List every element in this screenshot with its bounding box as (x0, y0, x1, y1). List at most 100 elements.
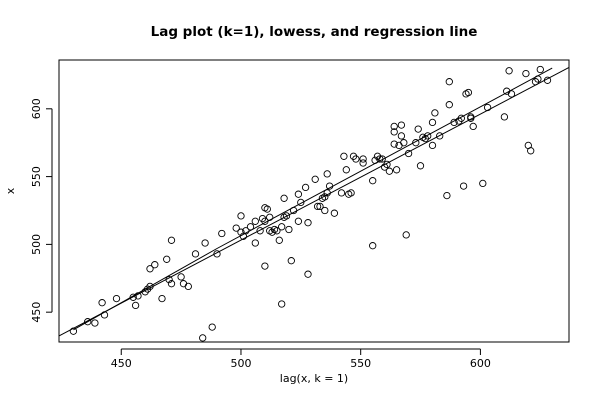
data-point (199, 334, 207, 342)
data-point (129, 293, 137, 301)
data-point (385, 167, 394, 175)
data-point (424, 132, 432, 140)
data-point (397, 121, 406, 129)
data-point (390, 122, 398, 131)
data-point (376, 155, 384, 163)
data-point (275, 236, 283, 244)
data-point (297, 198, 305, 207)
y-tick-label: 450 (30, 302, 43, 323)
data-point (347, 189, 355, 197)
data-point (313, 202, 322, 211)
data-point (131, 301, 140, 310)
data-point (428, 118, 437, 127)
data-point (158, 294, 166, 303)
data-point (112, 294, 121, 303)
data-point (404, 149, 413, 158)
data-point (445, 78, 453, 86)
data-point (414, 125, 422, 133)
data-point (459, 182, 468, 190)
data-point (505, 67, 513, 75)
data-point (278, 223, 286, 231)
x-axis-label: lag(x, k = 1) (280, 372, 348, 385)
data-point (543, 76, 552, 84)
data-point (378, 155, 386, 163)
y-axis-label: x (4, 187, 17, 194)
data-point (304, 270, 312, 278)
data-point (191, 250, 200, 258)
data-point (213, 250, 221, 258)
x-axis: 450 500 550 600 (111, 348, 491, 370)
data-point (273, 227, 281, 235)
data-point (263, 205, 271, 213)
data-point (165, 275, 173, 284)
x-tick-label: 500 (230, 357, 251, 370)
data-point (464, 88, 473, 97)
data-point (201, 239, 209, 247)
data-point (256, 227, 264, 235)
data-point (359, 155, 367, 163)
x-tick-label: 450 (111, 357, 132, 370)
data-point (167, 280, 176, 288)
data-point (278, 300, 286, 308)
data-point (146, 282, 154, 291)
plot-frame (58, 59, 570, 343)
data-point (177, 273, 185, 281)
data-point (428, 141, 437, 150)
data-point (469, 122, 477, 131)
data-point (261, 217, 269, 225)
data-point (251, 217, 259, 225)
data-point (340, 152, 348, 160)
data-point (266, 213, 274, 221)
data-point (218, 229, 226, 238)
data-point (184, 282, 192, 291)
data-point (352, 155, 360, 163)
data-point (151, 261, 159, 269)
data-point (325, 182, 334, 190)
data-point (167, 236, 176, 244)
data-point (507, 90, 516, 98)
y-tick-label: 500 (30, 234, 43, 255)
data-point (321, 206, 329, 215)
data-point (522, 69, 530, 78)
data-point (534, 75, 542, 83)
data-point (289, 206, 298, 215)
chart-title: Lag plot (k=1), lowess, and regression l… (151, 24, 478, 40)
data-point (294, 190, 303, 198)
data-point (400, 139, 408, 147)
data-point (500, 113, 509, 121)
data-point (371, 156, 379, 164)
data-point (369, 242, 377, 250)
data-point (321, 193, 329, 201)
data-point (91, 319, 99, 327)
data-point (246, 223, 255, 231)
data-point (134, 292, 142, 300)
data-point (392, 166, 401, 174)
data-point (390, 140, 398, 148)
y-tick-label: 550 (30, 166, 43, 187)
data-point (402, 231, 410, 239)
data-point (287, 257, 295, 265)
data-point (98, 299, 106, 307)
data-point (390, 128, 398, 136)
data-point (337, 189, 346, 197)
data-point (383, 160, 391, 169)
data-point (467, 113, 475, 121)
data-point (412, 139, 420, 147)
data-point (163, 255, 171, 263)
data-point (237, 212, 245, 220)
data-point (294, 217, 303, 225)
data-point (285, 225, 293, 234)
data-point (483, 103, 492, 112)
regression-line (59, 67, 569, 337)
data-point (69, 327, 78, 335)
data-point (282, 212, 291, 220)
x-tick-label: 600 (470, 357, 491, 370)
data-point (280, 194, 288, 202)
data-point (304, 219, 312, 227)
data-point (443, 191, 451, 200)
data-point (330, 209, 339, 217)
x-tick-label: 550 (350, 357, 371, 370)
data-point (416, 162, 425, 170)
